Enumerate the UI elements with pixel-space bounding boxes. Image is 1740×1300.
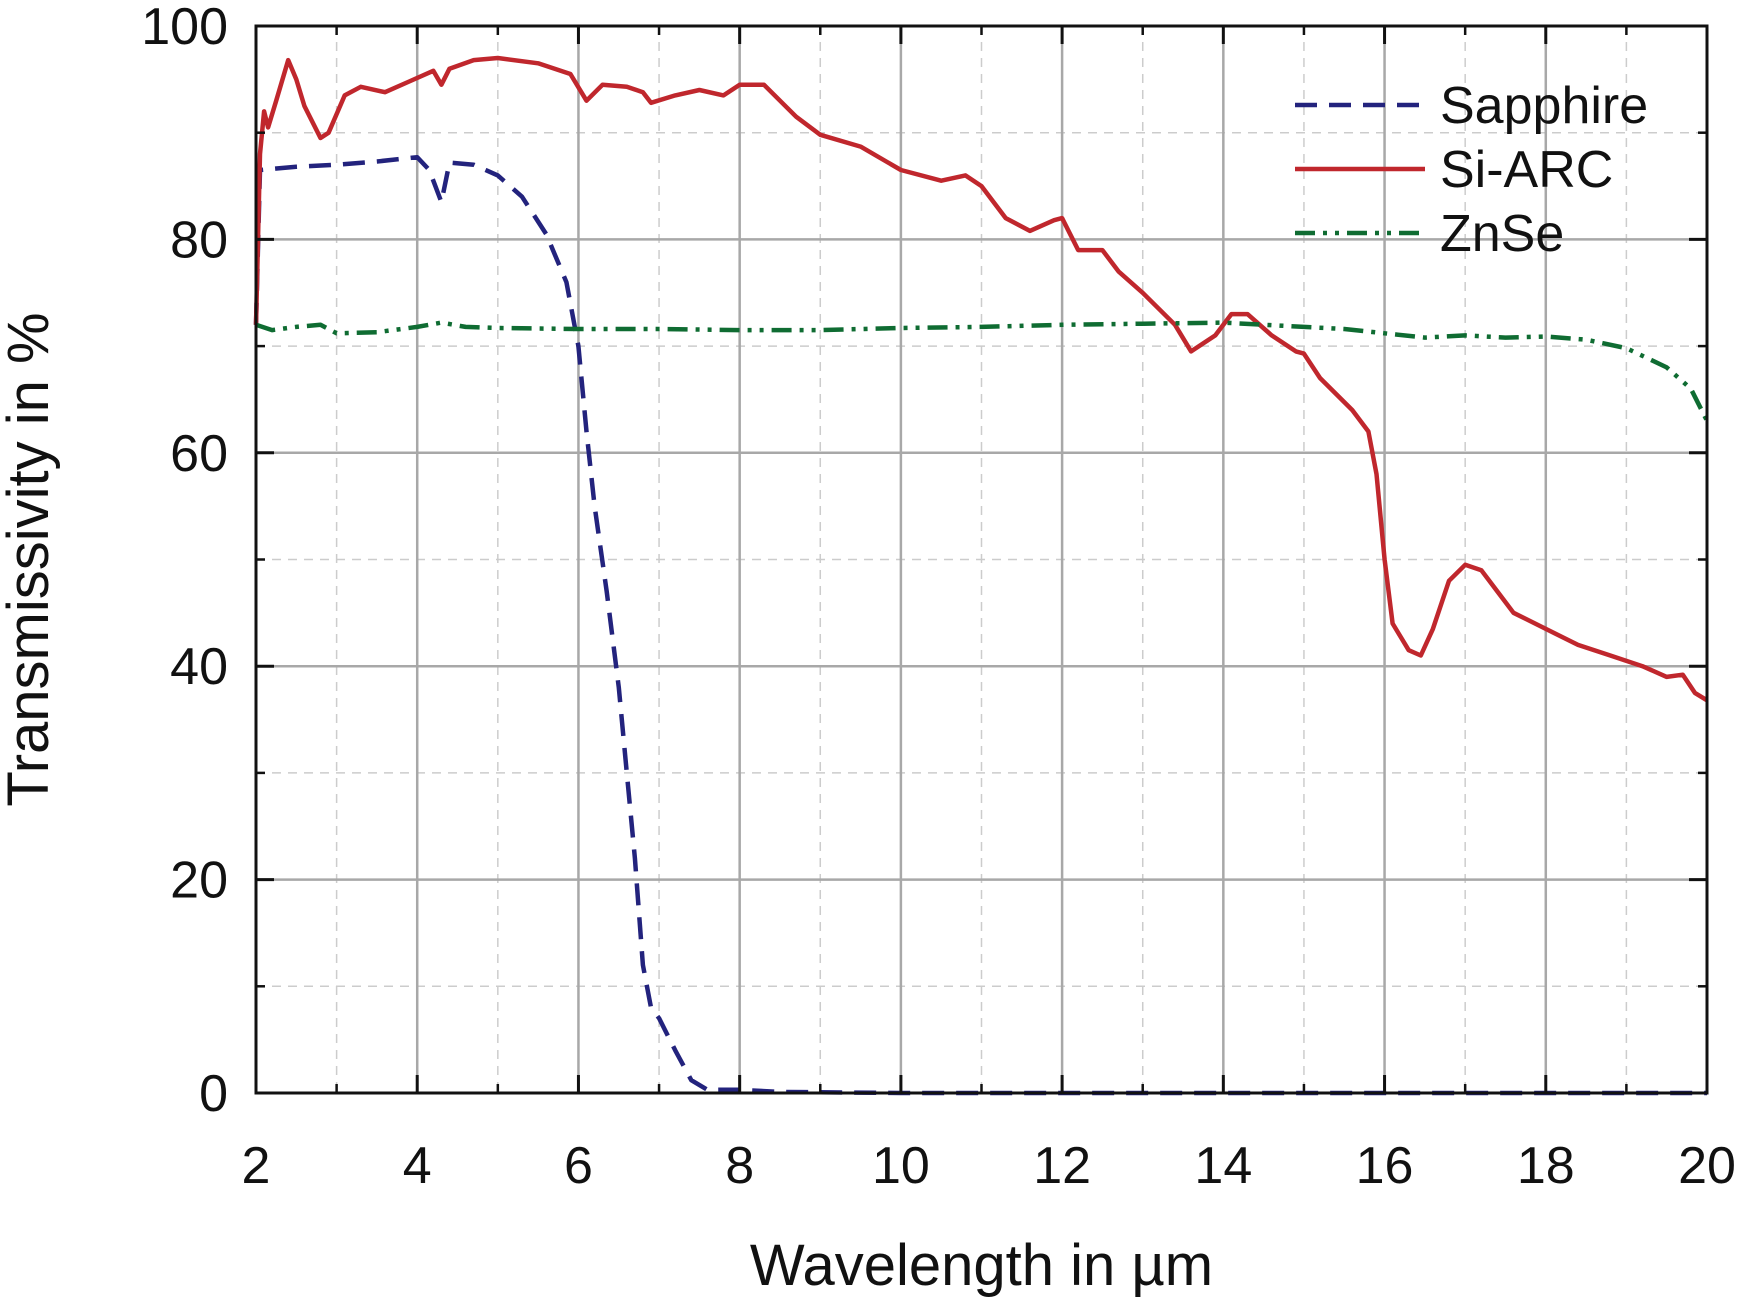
legend: Sapphire Si-ARC ZnSe — [1295, 77, 1648, 263]
y-tick-label: 100 — [141, 0, 228, 56]
axis-ticks — [254, 24, 1709, 1095]
x-tick-label: 18 — [1517, 1137, 1575, 1195]
x-tick-label: 10 — [872, 1137, 930, 1195]
x-tick-label: 6 — [564, 1137, 593, 1195]
grid — [256, 26, 1707, 1093]
x-tick-label: 4 — [403, 1137, 432, 1195]
x-tick-label: 8 — [725, 1137, 754, 1195]
y-axis-title: Transmissivity in % — [0, 312, 61, 806]
legend-label: Si-ARC — [1440, 141, 1613, 199]
x-tick-label: 12 — [1033, 1137, 1091, 1195]
tick-labels: 2 4 6 8 10 12 14 16 18 20 0 20 40 60 80 100 — [141, 0, 1736, 1195]
y-tick-label: 20 — [170, 852, 228, 910]
y-tick-label: 60 — [170, 425, 228, 483]
x-tick-label: 20 — [1678, 1137, 1736, 1195]
x-tick-label: 16 — [1356, 1137, 1414, 1195]
x-axis-title: Wavelength in µm — [750, 1233, 1213, 1298]
legend-label: ZnSe — [1440, 205, 1564, 263]
series-line-znse — [255, 320, 1710, 422]
x-tick-label: 14 — [1194, 1137, 1252, 1195]
legend-label: Sapphire — [1440, 77, 1648, 135]
series-line-si-arc — [253, 55, 1709, 703]
y-tick-label: 80 — [170, 211, 228, 269]
y-tick-label: 40 — [170, 638, 228, 696]
y-tick-label: 0 — [199, 1065, 228, 1123]
x-tick-label: 2 — [242, 1137, 271, 1195]
